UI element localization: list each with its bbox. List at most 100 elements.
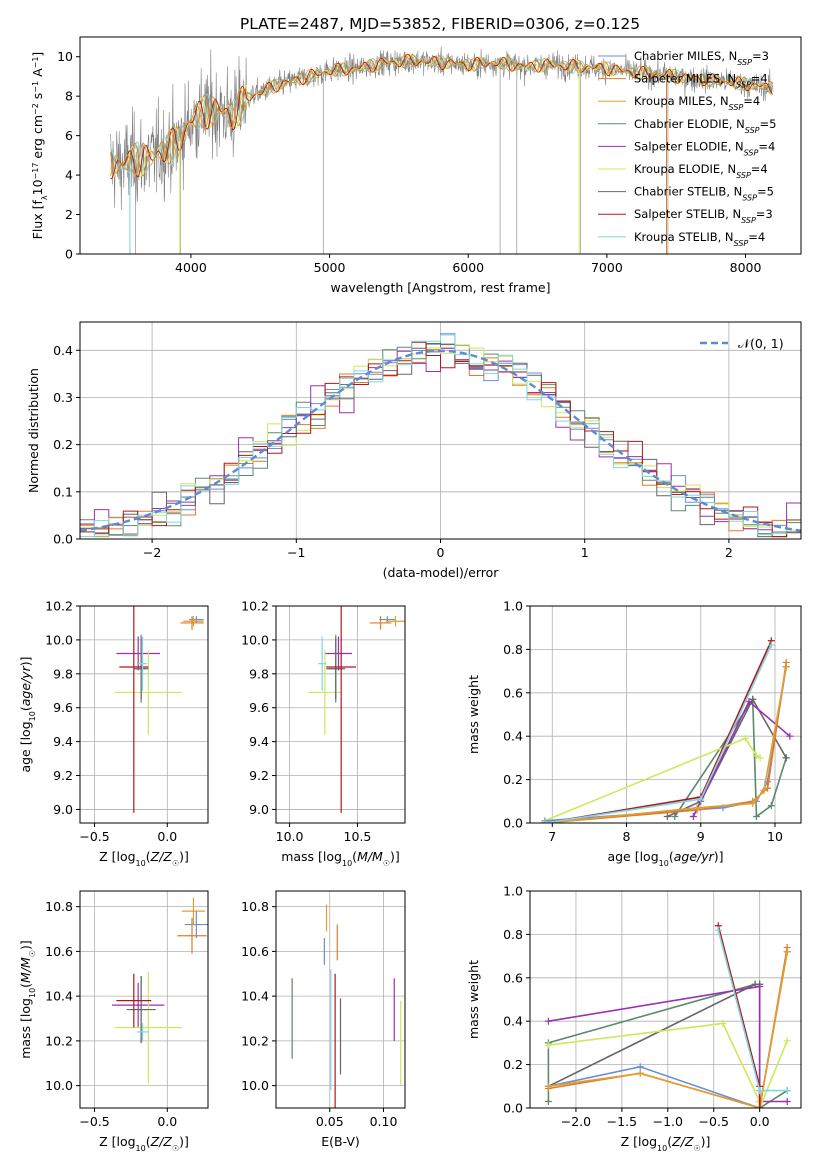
weight-marker-chabrier_stelib: [663, 812, 671, 820]
x-tick-label: 4000: [175, 260, 207, 275]
y-tick-label: 10.0: [241, 632, 269, 647]
chart-age_vs_z: −0.5 0.0 9.0 9.2 9.4 9.6 9.8 10.0 10.2 Z [log10(Z…: [18, 599, 209, 868]
y-tick-label: 9.8: [249, 666, 269, 681]
weight-marker-kroupa_elodie: [719, 1019, 727, 1027]
x-tick-label: −0.5: [79, 829, 109, 844]
y-tick-label: 9.6: [249, 700, 269, 715]
x-axis-label: (data-model)/error: [383, 565, 500, 580]
y-axis-label: age [log10(age/yr)]: [18, 656, 37, 772]
weight-line-kroupa_elodie: [544, 737, 761, 822]
y-tick-label: 4: [65, 168, 73, 183]
weight-line-salpeter_elodie: [548, 985, 788, 1103]
y-axis-label: Normed distribution: [26, 368, 41, 493]
y-tick-label: 0.6: [503, 970, 523, 985]
legend-label-chabrier_elodie: Chabrier ELODIE, NSSP=5: [634, 117, 776, 135]
weight-marker-salpeter_elodie: [745, 697, 753, 705]
y-tick-label: 10.8: [241, 899, 269, 914]
x-tick-label: −0.5: [79, 1114, 109, 1129]
y-tick-label: 10: [57, 49, 73, 64]
y-tick-label: 0.1: [53, 484, 73, 499]
x-tick-label: 7: [548, 829, 556, 844]
x-axis-label: Z [log10(Z/Z☉)]: [99, 1134, 189, 1153]
weight-marker-kroupa_stelib: [783, 1087, 791, 1095]
chart-weight_vs_age: 7 8 9 10 0.0 0.2 0.4 0.6 0.8 1.0 age [log10(age/yr…: [466, 599, 802, 868]
chart-spectrum: 4000 5000 6000 7000 8000 0 2 4 6 8 10 wavelength [A…: [30, 36, 802, 295]
legend-label-kroupa_stelib: Kroupa STELIB, NSSP=4: [634, 230, 765, 248]
x-tick-label: 0.05: [316, 1114, 344, 1129]
figure-title: PLATE=2487, MJD=53852, FIBERID=0306, z=0…: [240, 15, 640, 33]
y-tick-label: 0.4: [503, 1014, 523, 1029]
y-tick-label: 10.0: [45, 1078, 73, 1093]
legend-label-salpeter_stelib: Salpeter STELIB, NSSP=3: [634, 207, 773, 225]
weight-line-kroupa_miles: [548, 951, 788, 1108]
weight-marker-kroupa_miles: [749, 799, 757, 807]
weight-marker-kroupa_miles: [760, 786, 768, 794]
x-axis-label: wavelength [Angstrom, rest frame]: [330, 280, 550, 295]
model-spectrum-kroupa_elodie: [110, 53, 774, 178]
y-tick-label: 1.0: [503, 599, 523, 614]
plot-area: [110, 46, 774, 254]
weight-marker-salpeter_elodie: [756, 982, 764, 990]
weight-marker-kroupa_miles: [783, 948, 791, 956]
x-tick-label: −0.5: [699, 1114, 729, 1129]
model-spectrum-kroupa_stelib: [110, 55, 773, 175]
legend-label-kroupa_miles: Kroupa MILES, NSSP=4: [634, 94, 760, 112]
y-tick-label: 0.2: [503, 772, 523, 787]
axes-frame: [79, 36, 802, 255]
weight-marker-chabrier_stelib: [782, 754, 790, 762]
x-tick-label: 5000: [314, 260, 346, 275]
x-tick-label: 9: [697, 829, 705, 844]
y-tick-label: 0.0: [503, 1101, 523, 1116]
model-spectrum-salpeter_stelib: [110, 53, 774, 180]
y-tick-label: 0.4: [53, 343, 73, 358]
y-tick-label: 0.8: [503, 642, 523, 657]
weight-marker-salpeter_miles: [764, 784, 772, 792]
y-tick-label: 9.0: [249, 802, 269, 817]
weight-marker-salpeter_stelib: [756, 1104, 764, 1108]
weight-marker-kroupa_stelib: [714, 926, 722, 934]
plot-area: [114, 606, 204, 813]
y-axis-label: mass [log10(M/M☉)]: [18, 940, 37, 1059]
legend-label-normal: 𝒩(0, 1): [738, 336, 784, 351]
plot-area: [112, 897, 208, 1084]
weight-marker-kroupa_miles: [544, 1082, 552, 1090]
x-tick-label: 0.10: [370, 1114, 398, 1129]
chart-mass_vs_z: −0.5 0.0 10.0 10.2 10.4 10.6 10.8 Z [log10(Z/Z☉…: [18, 890, 209, 1153]
weight-marker-salpeter_elodie: [786, 732, 794, 740]
x-tick-label: −1.0: [653, 1114, 683, 1129]
x-tick-label: −2.0: [561, 1114, 591, 1129]
weight-marker-kroupa_elodie: [783, 1037, 791, 1045]
y-tick-label: 9.2: [53, 768, 73, 783]
y-tick-label: 2: [65, 207, 73, 222]
residual-histogram-salpeter_stelib: [80, 341, 801, 539]
x-tick-label: 6000: [452, 260, 484, 275]
y-tick-label: 10.4: [45, 989, 73, 1004]
y-axis-label: mass weight: [466, 675, 481, 754]
normal-curve: [80, 349, 801, 532]
x-tick-label: 1: [581, 545, 589, 560]
x-tick-label: 2: [725, 545, 733, 560]
weight-line-salpeter_stelib: [544, 640, 773, 823]
y-tick-label: 9.4: [53, 734, 73, 749]
x-axis-label: Z [log10(Z/Z☉)]: [99, 849, 189, 868]
y-tick-label: 10.2: [241, 1033, 269, 1048]
y-tick-label: 0.4: [503, 729, 523, 744]
axes-frame: [529, 605, 802, 824]
weight-marker-kroupa_miles: [693, 804, 701, 812]
model-spectrum-kroupa_miles: [110, 53, 773, 177]
x-tick-label: 10.5: [344, 829, 372, 844]
weight-marker-kroupa_stelib: [756, 1087, 764, 1095]
weight-marker-chabrier_stelib: [749, 695, 757, 703]
weight-marker-kroupa_stelib: [697, 795, 705, 803]
x-tick-label: −1: [287, 545, 305, 560]
weight-marker-kroupa_stelib: [541, 819, 549, 823]
residual-histogram-kroupa_stelib: [80, 334, 801, 539]
y-tick-label: 0.0: [503, 816, 523, 831]
y-tick-label: 10.6: [241, 944, 269, 959]
plot-area: [80, 333, 801, 539]
y-tick-label: 10.8: [45, 899, 73, 914]
x-axis-label: Z [log10(Z/Z☉)]: [621, 1134, 711, 1153]
axes-frame: [79, 605, 209, 824]
